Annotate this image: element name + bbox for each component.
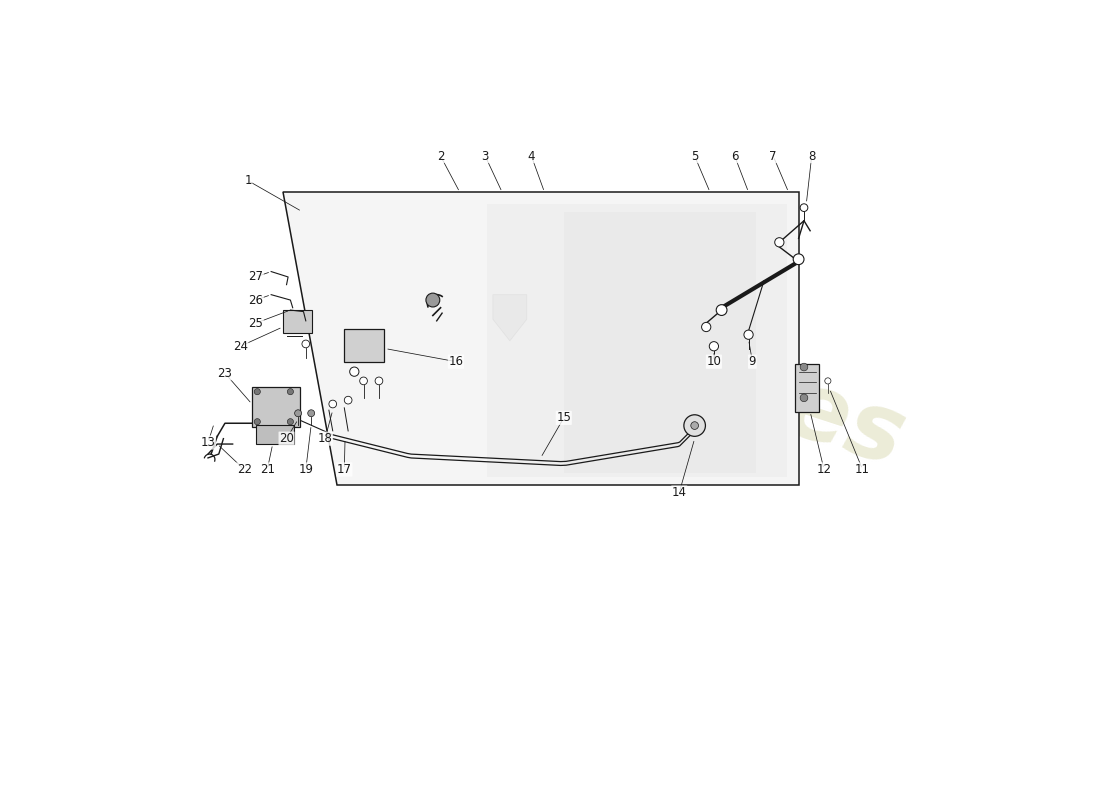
Text: 25: 25 xyxy=(249,317,263,330)
Circle shape xyxy=(800,204,807,211)
Circle shape xyxy=(254,418,261,425)
Circle shape xyxy=(329,400,337,408)
Polygon shape xyxy=(283,192,799,485)
FancyBboxPatch shape xyxy=(283,310,312,333)
Text: 17: 17 xyxy=(337,463,352,476)
Text: 24: 24 xyxy=(233,340,248,353)
Circle shape xyxy=(684,414,705,436)
FancyBboxPatch shape xyxy=(252,387,299,427)
Circle shape xyxy=(702,322,711,332)
Circle shape xyxy=(308,410,315,417)
Circle shape xyxy=(254,389,261,394)
Text: 12: 12 xyxy=(816,463,832,476)
Text: 16: 16 xyxy=(449,355,463,368)
FancyBboxPatch shape xyxy=(255,425,295,444)
Text: 21: 21 xyxy=(260,463,275,476)
Circle shape xyxy=(426,293,440,307)
Circle shape xyxy=(800,394,807,402)
FancyBboxPatch shape xyxy=(794,364,820,412)
FancyBboxPatch shape xyxy=(344,330,384,362)
Text: 10: 10 xyxy=(706,355,722,368)
Circle shape xyxy=(287,389,294,394)
Circle shape xyxy=(295,410,301,417)
Text: 19: 19 xyxy=(298,463,314,476)
Text: 5: 5 xyxy=(691,150,698,162)
Text: 8: 8 xyxy=(808,150,815,162)
Circle shape xyxy=(691,422,698,430)
Text: 6: 6 xyxy=(730,150,738,162)
Text: 3: 3 xyxy=(482,150,488,162)
Text: 22: 22 xyxy=(236,463,252,476)
Circle shape xyxy=(360,377,367,385)
Polygon shape xyxy=(563,211,757,474)
Circle shape xyxy=(716,305,727,315)
Text: 14: 14 xyxy=(672,486,686,499)
Text: 23: 23 xyxy=(218,366,232,380)
Circle shape xyxy=(344,396,352,404)
Text: 20: 20 xyxy=(279,432,294,445)
Text: 26: 26 xyxy=(249,294,263,306)
Polygon shape xyxy=(493,294,527,341)
Circle shape xyxy=(287,418,294,425)
Circle shape xyxy=(800,363,807,371)
Text: eurospares: eurospares xyxy=(319,214,916,486)
Circle shape xyxy=(350,367,359,376)
Polygon shape xyxy=(486,204,788,477)
Text: 9: 9 xyxy=(749,355,756,368)
Text: 1: 1 xyxy=(244,174,252,187)
Text: 4: 4 xyxy=(528,150,536,162)
Text: 15: 15 xyxy=(557,411,571,424)
Text: 2: 2 xyxy=(437,150,444,162)
Text: 7: 7 xyxy=(769,150,777,162)
Circle shape xyxy=(744,330,754,339)
Text: 11: 11 xyxy=(855,463,870,476)
Circle shape xyxy=(301,340,310,348)
Circle shape xyxy=(825,378,830,384)
Circle shape xyxy=(774,238,784,247)
Text: a passion for parts since 1985: a passion for parts since 1985 xyxy=(460,361,745,470)
Circle shape xyxy=(710,342,718,351)
Text: 13: 13 xyxy=(200,436,216,449)
Text: 27: 27 xyxy=(249,270,263,283)
Text: 18: 18 xyxy=(318,432,332,445)
Circle shape xyxy=(793,254,804,265)
Circle shape xyxy=(375,377,383,385)
